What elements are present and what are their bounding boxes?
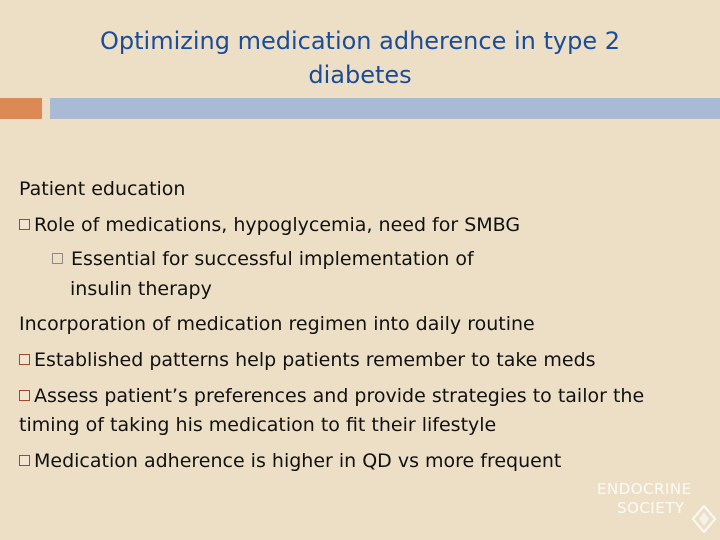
body-line: Established patterns help patients remem… (19, 348, 596, 372)
logo-text-line2: SOCIETY (617, 499, 685, 517)
title-accent-bar-orange (0, 98, 42, 119)
body-line: insulin therapy (70, 277, 212, 301)
body-line: Essential for successful implementation … (52, 247, 474, 271)
title-accent-bar-blue (50, 98, 720, 119)
body-text-subitem-continued: insulin therapy (70, 278, 212, 300)
logo-text-line1: ENDOCRINE (597, 480, 692, 498)
body-text-item: Role of medications, hypoglycemia, need … (34, 214, 521, 236)
body-line: Medication adherence is higher in QD vs … (19, 449, 561, 473)
endocrine-society-logo: ENDOCRINE SOCIETY (597, 480, 717, 536)
square-sub-bullet-icon (52, 253, 63, 264)
body-line: timing of taking his medication to fit t… (19, 413, 496, 437)
square-bullet-icon (19, 390, 30, 401)
body-text-subitem: Essential for successful implementation … (71, 248, 474, 270)
body-text-item-continued: timing of taking his medication to fit t… (19, 414, 497, 436)
slide-title: Optimizing medication adherence in type … (100, 27, 620, 89)
body-text-heading: Incorporation of medication regimen into… (19, 313, 535, 335)
body-line: Assess patient’s preferences and provide… (19, 384, 644, 408)
body-text-item: Medication adherence is higher in QD vs … (34, 450, 562, 472)
body-text-item: Established patterns help patients remem… (34, 349, 596, 371)
logo-mark-icon (691, 504, 717, 534)
body-text-heading: Patient education (19, 178, 186, 200)
square-bullet-icon (19, 354, 30, 365)
body-text-item: Assess patient’s preferences and provide… (34, 385, 645, 407)
body-line: Patient education (19, 177, 185, 201)
square-bullet-icon (19, 455, 30, 466)
body-line: Role of medications, hypoglycemia, need … (19, 213, 520, 237)
square-bullet-icon (19, 219, 30, 230)
body-line: Incorporation of medication regimen into… (19, 312, 535, 336)
